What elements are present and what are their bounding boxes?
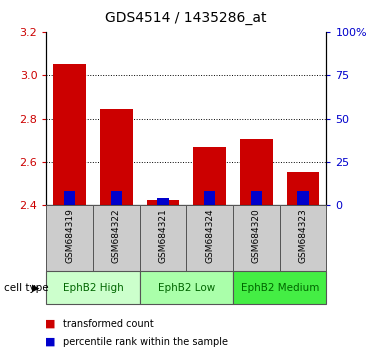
Text: GDS4514 / 1435286_at: GDS4514 / 1435286_at (105, 11, 266, 25)
Bar (233, 205, 280, 271)
Bar (46, 205, 93, 271)
Bar (53, 64, 86, 205)
Bar (280, 205, 326, 271)
Bar (64, 192, 75, 205)
Bar (147, 200, 180, 205)
Bar (157, 198, 169, 205)
Bar (100, 109, 133, 205)
Text: GSM684320: GSM684320 (252, 209, 261, 263)
Text: GSM684324: GSM684324 (205, 209, 214, 263)
Text: GSM684322: GSM684322 (112, 209, 121, 263)
Text: ■: ■ (45, 319, 55, 329)
Bar (140, 271, 233, 304)
Text: transformed count: transformed count (63, 319, 154, 329)
Bar (240, 139, 273, 205)
Bar (287, 172, 319, 205)
Bar (204, 192, 216, 205)
Text: EphB2 High: EphB2 High (63, 282, 124, 293)
Bar (111, 192, 122, 205)
Text: cell type: cell type (4, 282, 48, 293)
Text: GSM684323: GSM684323 (299, 209, 308, 263)
Bar (298, 192, 309, 205)
Bar (46, 271, 140, 304)
Text: GSM684321: GSM684321 (158, 209, 168, 263)
Bar (187, 205, 233, 271)
Text: EphB2 Medium: EphB2 Medium (241, 282, 319, 293)
Text: ▶: ▶ (32, 282, 39, 293)
Bar (233, 271, 326, 304)
Text: EphB2 Low: EphB2 Low (158, 282, 215, 293)
Bar (93, 205, 140, 271)
Bar (251, 192, 262, 205)
Bar (140, 205, 187, 271)
Bar (193, 147, 226, 205)
Text: GSM684319: GSM684319 (65, 209, 74, 263)
Text: ■: ■ (45, 337, 55, 347)
Text: percentile rank within the sample: percentile rank within the sample (63, 337, 228, 347)
